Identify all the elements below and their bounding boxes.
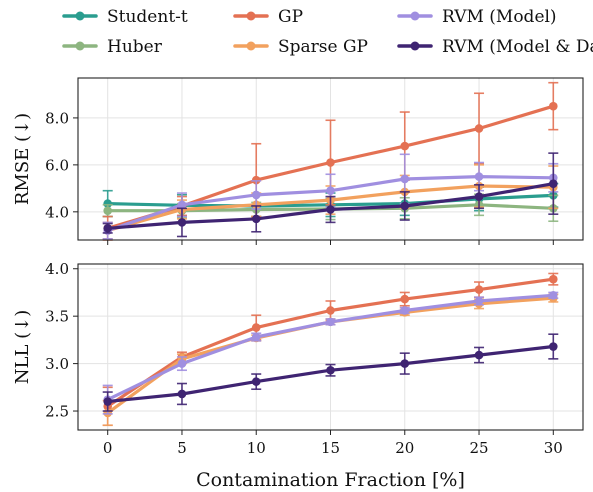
x-tick-label: 5 bbox=[177, 439, 187, 457]
legend-label: RVM (Model) bbox=[442, 7, 557, 27]
data-point bbox=[326, 365, 335, 375]
data-point bbox=[103, 199, 113, 208]
data-point bbox=[251, 323, 261, 332]
y-tick-label: 4.0 bbox=[45, 260, 69, 278]
rmse-panel: 4.0 6.0 8.0 RMSE (↓) bbox=[12, 77, 584, 245]
y-tick-label: 4.0 bbox=[45, 203, 69, 221]
data-point bbox=[548, 274, 558, 284]
legend: Student-t GP RVM (Model) Huber Sparse GP RVM … bbox=[62, 7, 593, 57]
legend-swatch-marker bbox=[75, 41, 85, 51]
legend-label: Student-t bbox=[107, 7, 188, 27]
data-point bbox=[474, 172, 484, 181]
data-point bbox=[177, 200, 187, 210]
legend-label: Huber bbox=[107, 37, 163, 57]
data-point bbox=[548, 291, 558, 300]
data-point bbox=[548, 342, 558, 351]
series-rvm-model-data bbox=[102, 152, 559, 238]
data-point bbox=[474, 350, 484, 360]
data-point bbox=[400, 306, 410, 315]
data-point bbox=[400, 201, 410, 211]
series-rvm-model-data bbox=[102, 333, 559, 412]
legend-entry: RVM (Model) bbox=[397, 7, 557, 27]
legend-entry: Student-t bbox=[62, 7, 188, 27]
x-tick-label: 15 bbox=[321, 439, 340, 457]
x-tick-label: 10 bbox=[247, 439, 266, 457]
data-point bbox=[548, 179, 558, 188]
data-point bbox=[474, 124, 484, 133]
legend-entry: Huber bbox=[62, 37, 163, 57]
data-point bbox=[474, 296, 484, 306]
data-point bbox=[103, 223, 113, 233]
data-point bbox=[326, 317, 335, 327]
y-tick-label: 3.0 bbox=[45, 355, 69, 373]
series-rvm-model bbox=[102, 291, 559, 415]
y-tick-label: 6.0 bbox=[45, 156, 69, 174]
data-point bbox=[251, 332, 261, 342]
legend-swatch-marker bbox=[410, 41, 420, 51]
y-tick-label: 2.5 bbox=[45, 403, 69, 421]
legend-swatch-marker bbox=[75, 11, 85, 21]
legend-entry: GP bbox=[233, 7, 303, 27]
y-axis-label: RMSE (↓) bbox=[12, 113, 33, 205]
legend-entry: RVM (Model & Data) bbox=[397, 37, 593, 57]
data-point bbox=[400, 174, 410, 184]
x-tick-label: 30 bbox=[544, 439, 563, 457]
data-point bbox=[474, 192, 484, 201]
data-point bbox=[177, 218, 187, 227]
data-point bbox=[103, 206, 113, 215]
y-tick-label: 8.0 bbox=[45, 109, 69, 127]
x-axis-label: Contamination Fraction [%] bbox=[196, 469, 465, 491]
data-point bbox=[474, 285, 484, 294]
x-tick-label: 25 bbox=[469, 439, 488, 457]
legend-label: GP bbox=[278, 7, 303, 27]
data-point bbox=[177, 359, 187, 368]
data-point bbox=[400, 294, 410, 304]
data-point bbox=[548, 101, 558, 111]
legend-entry: Sparse GP bbox=[233, 37, 368, 57]
x-tick-label: 0 bbox=[103, 439, 113, 457]
data-point bbox=[400, 141, 410, 151]
data-point bbox=[326, 158, 335, 167]
data-point bbox=[177, 389, 187, 399]
data-point bbox=[251, 214, 261, 224]
data-point bbox=[251, 190, 261, 200]
legend-swatch-marker bbox=[246, 41, 256, 51]
data-point bbox=[400, 359, 410, 368]
data-point bbox=[103, 397, 113, 406]
data-point bbox=[326, 205, 335, 214]
y-axis-label: NLL (↓) bbox=[12, 310, 33, 385]
legend-label: RVM (Model & Data) bbox=[442, 37, 593, 57]
legend-swatch-marker bbox=[246, 11, 256, 21]
legend-swatch-marker bbox=[410, 11, 420, 21]
data-point bbox=[251, 377, 261, 386]
data-point bbox=[326, 186, 335, 195]
data-point bbox=[326, 306, 335, 315]
y-tick-label: 3.5 bbox=[45, 308, 69, 326]
nll-panel: 2.5 3.0 3.5 4.0 0 5 10 15 20 25 30 NLL (↓) Contamina… bbox=[12, 260, 584, 491]
x-tick-label: 20 bbox=[395, 439, 414, 457]
legend-label: Sparse GP bbox=[278, 37, 368, 57]
